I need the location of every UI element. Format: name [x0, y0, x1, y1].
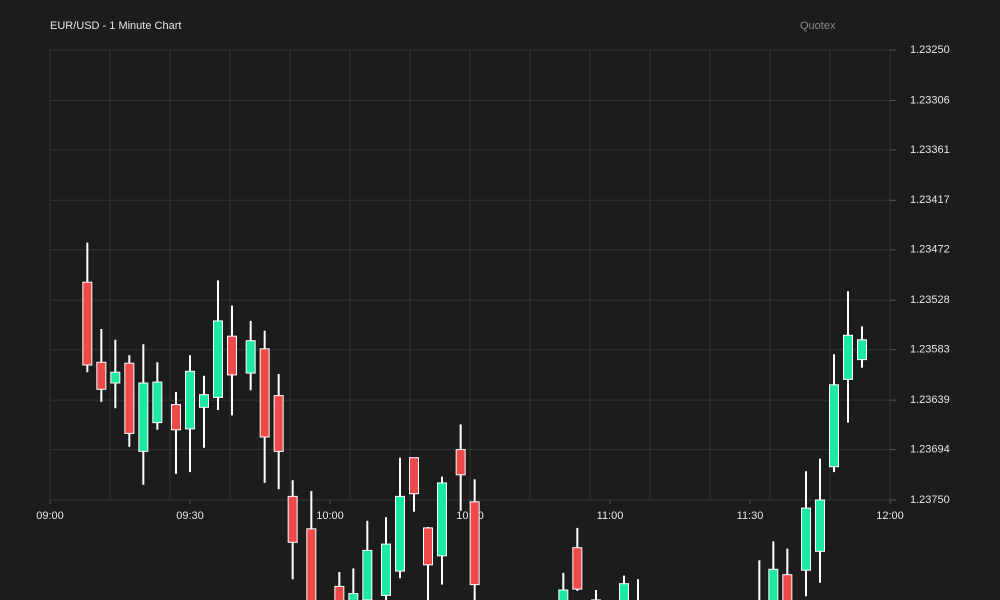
x-tick-label: 11:30 — [737, 510, 764, 522]
candle-body — [259, 348, 270, 438]
candle-body — [362, 549, 373, 600]
x-tick-label: 10:00 — [316, 510, 344, 522]
candle-body — [829, 384, 839, 468]
candle-body — [152, 381, 163, 424]
y-tick-label: 1.23417 — [910, 194, 950, 206]
y-tick-label: 1.23750 — [910, 494, 950, 506]
candle-body — [245, 340, 256, 374]
y-tick-label: 1.23583 — [910, 344, 950, 356]
candle-body — [287, 495, 298, 543]
candle-body — [469, 501, 480, 586]
candle-body — [395, 495, 405, 572]
chart-title: EUR/USD - 1 Minute Chart — [50, 20, 181, 32]
candle-body — [82, 281, 93, 366]
x-tick-label: 11:00 — [597, 510, 624, 522]
candle-body — [381, 543, 391, 596]
candle-body — [558, 589, 569, 600]
candle-body — [306, 528, 317, 600]
candle-body — [843, 334, 853, 380]
y-tick-label: 1.23528 — [910, 294, 950, 306]
candle-body — [138, 382, 149, 452]
candle-body — [199, 394, 209, 408]
brand: Quotex — [800, 20, 836, 32]
candle-body — [782, 574, 793, 600]
candle-body — [768, 568, 779, 600]
candle-body — [572, 547, 583, 590]
candle-body — [455, 449, 466, 476]
candle-body — [857, 339, 867, 361]
candle-body — [423, 527, 433, 566]
candle-body — [171, 404, 181, 431]
candle-body — [273, 395, 284, 452]
x-tick-label: 09:00 — [36, 510, 64, 522]
candle-body — [96, 361, 107, 390]
y-tick-label: 1.23472 — [910, 244, 950, 256]
y-tick-label: 1.23361 — [910, 144, 950, 156]
y-tick-label: 1.23639 — [910, 394, 950, 406]
candle-body — [815, 499, 825, 552]
y-tick-label: 1.23694 — [910, 444, 950, 456]
candle-body — [110, 371, 121, 384]
candle-body — [348, 593, 359, 600]
candle-body — [124, 362, 135, 434]
candle-body — [334, 585, 345, 600]
x-tick-label: 12:00 — [876, 510, 904, 522]
candle-body — [213, 320, 223, 398]
candle-body — [619, 583, 629, 600]
y-tick-label: 1.23306 — [910, 94, 950, 106]
candle-body — [185, 370, 195, 430]
candle-body — [801, 507, 811, 571]
x-tick-label: 09:30 — [176, 510, 204, 522]
candle-body — [437, 482, 447, 557]
candle-body — [409, 457, 419, 495]
candle-body — [227, 335, 237, 376]
y-tick-label: 1.23250 — [910, 44, 950, 56]
